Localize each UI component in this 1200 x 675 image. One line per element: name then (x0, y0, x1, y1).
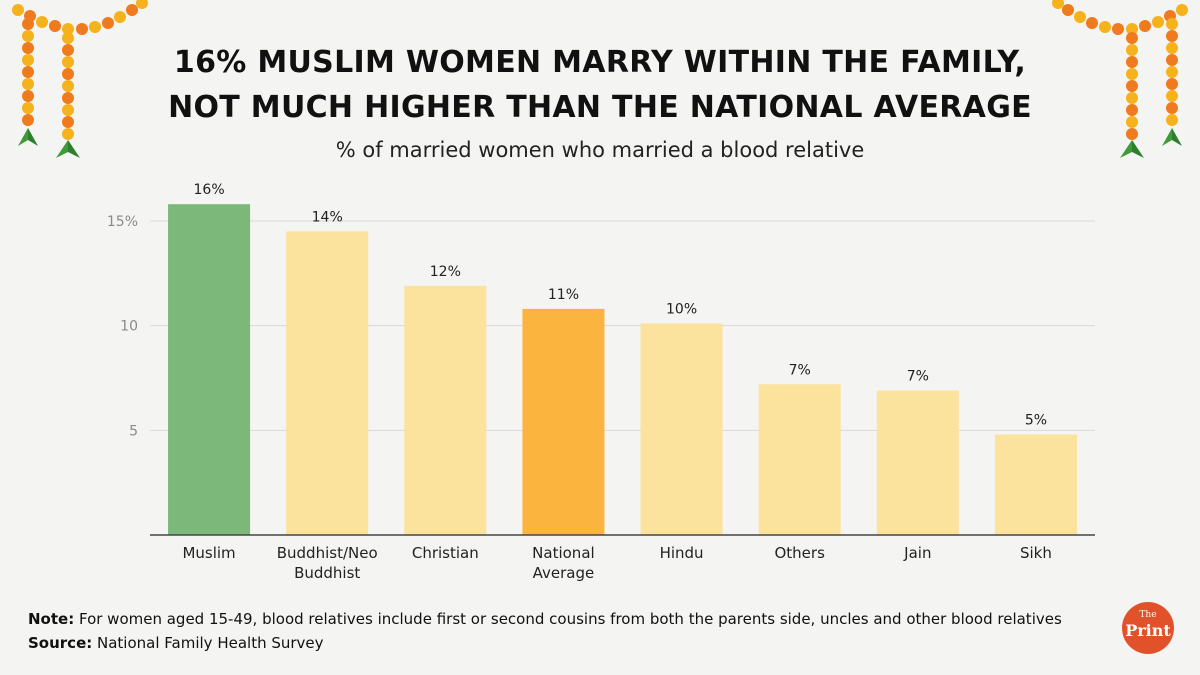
x-tick-label: Jain (903, 544, 931, 562)
x-tick-label: Sikh (1020, 544, 1052, 562)
bar (758, 384, 841, 535)
chart-title-line-1: 16% MUSLIM WOMEN MARRY WITHIN THE FAMILY… (173, 45, 1027, 80)
data-label: 7% (789, 362, 811, 378)
garland-right-strand (1052, 0, 1188, 158)
y-tick-label: 10 (120, 319, 138, 335)
data-label: 7% (907, 369, 929, 385)
chart-title: 16% MUSLIM WOMEN MARRY WITHIN THE FAMILY… (0, 40, 1200, 130)
bar (876, 390, 959, 535)
logo-the-text: The (1139, 610, 1157, 620)
theprint-logo: The Print (1122, 602, 1174, 654)
bar-chart: 5 10 15% 16% Muslim 14% Buddhist/Neo Buddhist 12… (107, 182, 1095, 582)
x-tick-label: National (532, 544, 595, 562)
source-label: Source: (28, 634, 93, 652)
x-tick-label: Buddhist/Neo (277, 544, 378, 562)
data-label: 14% (312, 209, 343, 225)
footnote: Note: For women aged 15-49, blood relati… (28, 610, 1062, 628)
data-label: 10% (666, 302, 697, 318)
x-tick-label: Muslim (182, 544, 235, 562)
logo-print-text: Print (1125, 621, 1171, 640)
bar (168, 204, 251, 535)
x-tick-label: Christian (412, 544, 479, 562)
data-label: 5% (1025, 413, 1047, 429)
chart-subtitle: % of married women who married a blood r… (335, 138, 865, 162)
note-text: For women aged 15-49, blood relatives in… (74, 610, 1062, 628)
source-line: Source: National Family Health Survey (28, 634, 324, 652)
bar (640, 323, 723, 535)
chart-title-line-2: NOT MUCH HIGHER THAN THE NATIONAL AVERAG… (168, 90, 1032, 125)
note-label: Note: (28, 610, 75, 628)
bar (404, 285, 487, 535)
y-tick-label: 5 (129, 423, 138, 439)
x-tick-label: Hindu (660, 544, 704, 562)
bar (286, 231, 369, 535)
bar (994, 434, 1077, 535)
garland-left-strand (12, 0, 148, 158)
x-tick-label: Buddhist (294, 564, 360, 582)
x-tick-label: Others (774, 544, 825, 562)
x-tick-label: Average (533, 564, 595, 582)
bar (522, 308, 605, 535)
y-tick-label: 15% (107, 214, 138, 230)
data-label: 11% (548, 287, 579, 303)
garland-right-decoration (1052, 0, 1188, 158)
garland-left-decoration (12, 0, 148, 158)
data-label: 12% (430, 264, 461, 280)
data-label: 16% (194, 182, 225, 198)
source-text: National Family Health Survey (92, 634, 324, 652)
